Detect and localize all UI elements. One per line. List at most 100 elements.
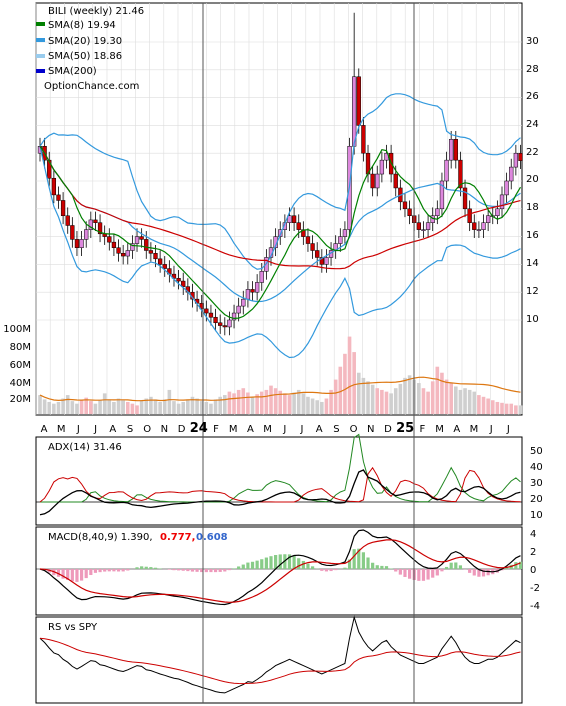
ticker-label: BILI (weekly) 21.46 [48,6,144,17]
macd-histogram-bar [56,569,61,577]
volume-bar [287,395,292,414]
month-label: D [178,424,186,435]
candle-body [88,219,93,230]
candle-body [472,222,477,230]
legend-swatch-sma50 [36,54,45,58]
macd-histogram-bar [306,563,310,569]
macd-histogram-bar [398,569,402,575]
macd-histogram-bar [79,569,84,581]
month-label: O [350,424,358,435]
volume-bar [42,399,47,414]
price-tick: 16 [526,230,539,241]
macd-histogram-bar [260,559,264,569]
macd-histogram-bar [144,566,148,569]
candle-body [47,159,52,179]
candle-body [70,225,75,240]
macd-histogram-bar [380,565,384,569]
month-label: J [76,424,80,435]
candle-body [148,250,154,254]
macd-histogram-bar [140,566,144,569]
candle-body [439,180,445,210]
candle-body [458,159,463,189]
candle-body [130,243,135,251]
macd-histogram-bar [426,569,430,580]
macd-histogram-bar [375,565,379,569]
month-label: M [470,424,479,435]
price-tick: 28 [526,64,539,75]
candle-body [291,215,297,223]
sma8-line [39,145,522,320]
volume-bar [38,395,42,414]
candle-body [250,289,255,293]
candle-body [199,303,204,310]
price-tick: 20 [526,174,539,185]
volume-bar [176,403,181,414]
volume-bar [269,385,273,414]
month-axis: A M J J A S O N D 24 F M A M J J A S O N D 25 F M A M J J [41,421,510,436]
macd-tick: 0 [530,565,536,576]
volume-bar [292,392,296,414]
candle-body [134,236,140,244]
bollinger-lower [39,146,521,359]
volume-bar [347,336,352,414]
macd-histogram-bar [297,558,301,569]
macd-histogram-bar [371,562,375,569]
candle-body [218,322,223,326]
price-tick: 24 [526,119,539,130]
macd-histogram-bar [403,569,407,577]
month-label: F [213,424,219,435]
candle-body [139,236,144,240]
macd-histogram-bar [209,569,213,573]
candle-body [379,159,385,175]
volume-bar [426,391,430,414]
candle-body [361,125,366,154]
adx-line [39,469,521,516]
volume-tick: 80M [10,342,31,353]
legend-sma50: SMA(50) 18.86 [48,51,122,62]
macd-histogram-bar [343,567,347,569]
macd-axis: 4 2 0 -2 -4 [530,529,540,612]
macd-histogram-bar [468,569,472,573]
volume-bar [518,405,523,414]
macd-histogram-bar [514,562,518,569]
volume-bar [56,401,61,414]
legend-swatch-sma200 [36,69,45,73]
month-label: J [93,424,97,435]
macd-histogram-bar [440,569,444,572]
volume-bar [356,372,361,414]
candle-body [171,273,177,279]
macd-histogram-bar [444,566,449,569]
macd-histogram-bar [449,562,453,569]
candle-body [144,239,149,251]
volume-bar [236,389,241,414]
macd-histogram-bar [287,554,292,569]
candle-body [125,250,130,257]
volume-bar [398,383,403,414]
legend-swatch-sma20 [36,38,45,42]
volume-bar [324,398,329,414]
candle-body [324,257,329,265]
volume-bar [315,400,319,414]
volume-bar [296,389,301,414]
month-label: O [143,424,151,435]
volume-bar [449,383,453,414]
macd-histogram-bar [204,569,208,573]
macd-histogram-bar [75,569,79,582]
candle-body [213,316,218,324]
volume-bar [384,391,389,414]
month-label: S [333,424,339,435]
month-label: F [420,424,426,435]
volume-bar [500,402,504,414]
macd-histogram-bar [384,566,389,569]
macd-histogram-bar [158,568,162,569]
volume-bar [61,398,65,414]
candle-body [231,312,237,321]
candle-body [453,139,458,161]
rs-panel [35,616,523,704]
candle-body [181,280,186,287]
macd-histogram-bar [241,564,245,569]
price-tick: 22 [526,147,539,158]
candle-body [407,208,412,217]
candle-body [227,319,232,328]
legend-swatch-sma8 [36,22,45,26]
